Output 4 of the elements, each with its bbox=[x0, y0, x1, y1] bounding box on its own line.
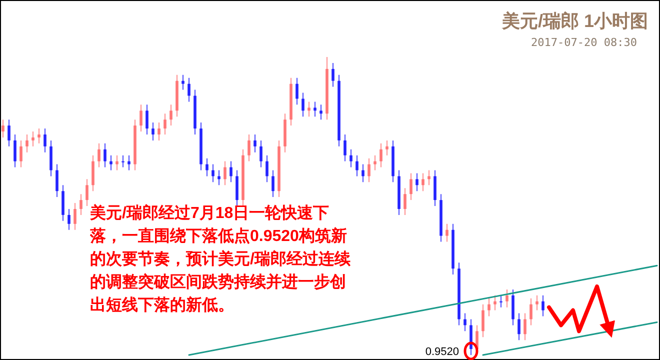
annotation: 0.9520 bbox=[425, 346, 459, 358]
annotation: 美元/瑞郎经过7月18日一轮快速下落，一直围绕下落低点0.9520构筑新的次要节奏，预计美元/瑞郎经过连续的调整突破区间跌势持续并进一步创出短线下落的新低。 bbox=[90, 205, 350, 314]
chart-title: 美元/瑞郎 1小时图 bbox=[500, 11, 648, 31]
chart-subtitle: 2017-07-20 08:30 bbox=[531, 36, 637, 49]
